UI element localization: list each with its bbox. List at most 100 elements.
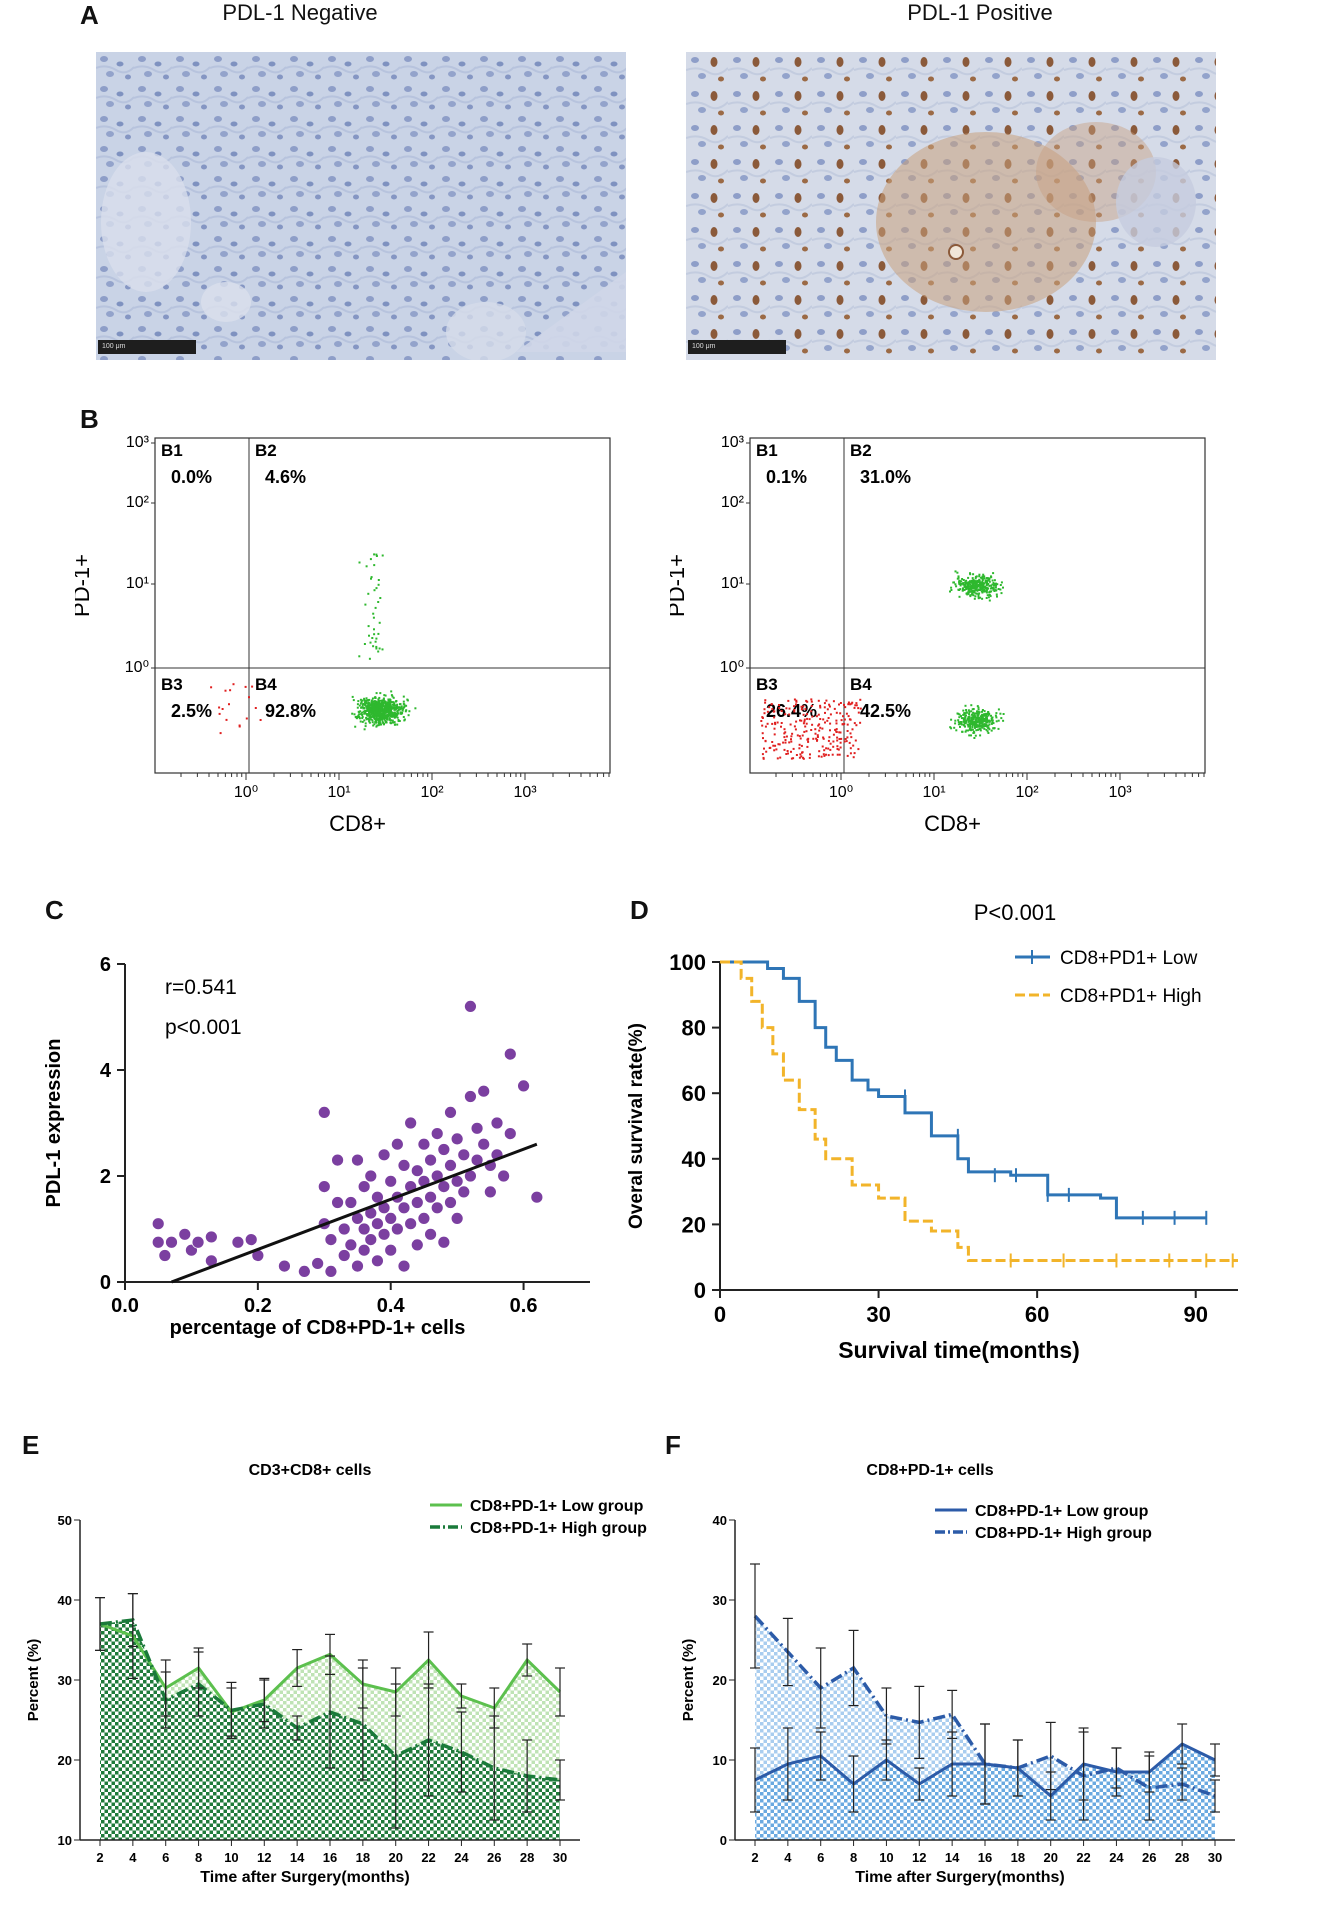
flow-event-dot — [368, 710, 371, 713]
y-tick-label: 20 — [713, 1673, 727, 1688]
flow-event-dot — [805, 699, 808, 702]
y-tick-label: 100 — [669, 950, 706, 975]
flow-event-dot — [218, 706, 221, 709]
flow-event-dot — [993, 579, 996, 582]
x-tick-label: 26 — [1142, 1850, 1156, 1865]
flow-event-dot — [379, 722, 382, 725]
flow-event-dot — [859, 707, 862, 710]
flow-event-dot — [971, 723, 974, 726]
flow-event-dot — [829, 722, 832, 725]
flow-event-dot — [975, 581, 978, 584]
flow-event-dot — [405, 709, 408, 712]
flow-event-dot — [368, 721, 371, 724]
flow-event-dot — [832, 700, 835, 703]
flow-event-dot — [793, 705, 795, 708]
flow-event-dot — [817, 724, 820, 727]
flow-event-dot — [969, 583, 972, 586]
flow-event-dot — [799, 719, 801, 722]
flow-event-dot — [967, 724, 970, 727]
flow-event-dot — [974, 725, 977, 728]
flow-event-dot — [967, 576, 970, 579]
flow-event-dot — [970, 710, 973, 713]
flow-event-dot — [364, 725, 367, 728]
flow-event-dot — [851, 701, 854, 704]
flow-event-dot — [375, 553, 378, 556]
x-tick-label: 24 — [454, 1850, 469, 1865]
flow-event-dot — [964, 722, 967, 725]
flow-event-dot — [987, 724, 990, 727]
survival-curve — [720, 960, 1238, 1262]
flow-event-dot — [1000, 581, 1003, 584]
x-tick-label: 10 — [879, 1850, 893, 1865]
flow-event-dot — [794, 728, 797, 731]
x-tick-label: 10 — [224, 1850, 238, 1865]
flow-event-dot — [773, 716, 776, 719]
flow-event-dot — [853, 722, 856, 725]
flow-event-dot — [993, 583, 996, 585]
flow-event-dot — [980, 587, 983, 589]
flow-event-dot — [976, 728, 979, 731]
flow-event-dot — [853, 706, 856, 709]
x-tick-label: 0 — [714, 1302, 726, 1327]
data-point — [497, 1169, 511, 1183]
flow-event-dot — [839, 741, 842, 744]
flow-event-dot — [381, 705, 384, 708]
flow-event-dot — [365, 697, 368, 700]
flow-event-dot — [761, 724, 764, 727]
flow-event-dot — [363, 706, 366, 709]
flow-event-dot — [802, 705, 805, 708]
x-tick-label: 10³ — [513, 784, 537, 801]
legend-label-low: CD8+PD1+ Low — [1060, 948, 1198, 969]
flow-event-dot — [374, 710, 376, 713]
flow-event-dot — [981, 725, 984, 728]
flow-event-dot — [853, 752, 856, 755]
flow-event-dot — [359, 710, 362, 713]
flow-event-dot — [965, 711, 968, 714]
flow-event-dot — [1002, 713, 1005, 715]
x-tick-label: 22 — [421, 1850, 435, 1865]
data-point — [464, 1090, 477, 1103]
flow-event-dot — [375, 711, 377, 714]
data-point — [450, 1132, 464, 1146]
x-tick-label: 28 — [520, 1850, 534, 1865]
flow-event-dot — [981, 710, 983, 713]
flow-event-dot — [973, 584, 976, 587]
flow-event-dot — [971, 577, 974, 580]
flow-event-dot — [773, 727, 776, 730]
flow-event-dot — [798, 756, 801, 759]
data-point — [337, 1222, 351, 1236]
flow-event-dot — [802, 722, 805, 725]
flow-event-dot — [990, 590, 993, 593]
flow-event-dot — [816, 734, 819, 737]
flow-event-dot — [827, 739, 830, 742]
flow-event-dot — [966, 717, 969, 720]
flow-event-dot — [369, 708, 372, 711]
x-tick-label: 10² — [420, 784, 444, 801]
flow-event-dot — [854, 704, 857, 707]
flow-event-dot — [384, 707, 386, 709]
flow-event-dot — [371, 637, 374, 639]
flow-event-dot — [979, 729, 982, 732]
flow-event-dot — [973, 597, 976, 600]
flow-event-dot — [245, 717, 248, 720]
flow-event-dot — [978, 592, 981, 595]
flow-event-dot — [962, 583, 965, 586]
flow-event-dot — [386, 718, 389, 721]
data-point — [384, 1243, 398, 1257]
flow-event-dot — [974, 726, 976, 729]
flow-event-dot — [762, 757, 765, 760]
flow-event-dot — [372, 704, 375, 707]
x-tick-label: 20 — [1043, 1850, 1057, 1865]
data-point — [151, 1235, 165, 1249]
flow-event-dot — [381, 648, 384, 651]
flow-event-dot — [361, 720, 364, 723]
flow-event-dot — [961, 717, 963, 720]
panel-a-left-title: PDL-1 Negative — [222, 0, 378, 25]
flow-event-dot — [780, 722, 783, 724]
flow-event-dot — [375, 715, 378, 718]
data-point — [397, 1158, 411, 1172]
data-point — [151, 1217, 165, 1231]
flow-event-dot — [977, 706, 980, 709]
flow-event-dot — [969, 585, 972, 588]
flow-event-dot — [371, 702, 373, 704]
